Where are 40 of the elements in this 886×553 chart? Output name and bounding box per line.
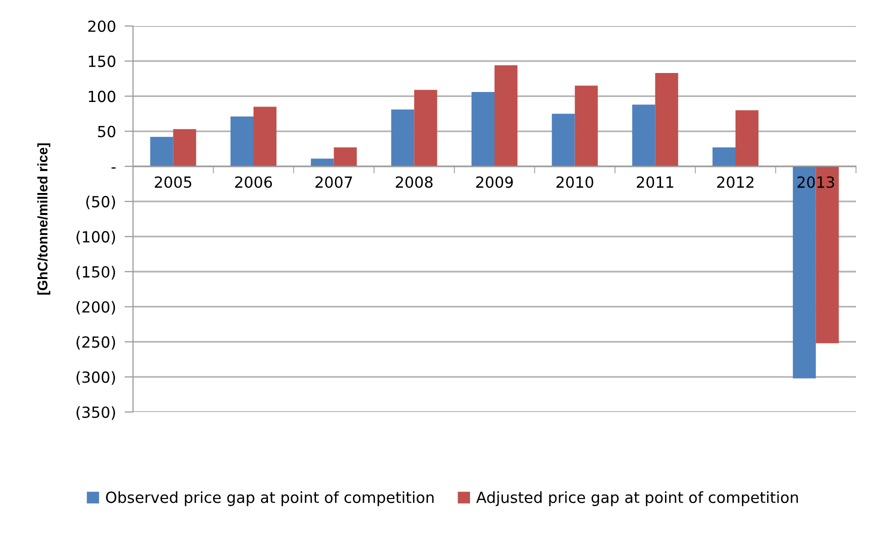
x-tick-label: 2008	[396, 176, 433, 188]
bar	[414, 90, 438, 166]
bar	[173, 129, 196, 166]
bar	[574, 86, 598, 166]
bar	[230, 116, 254, 166]
y-tick-label: 50	[98, 126, 116, 138]
x-tick-label: 2011	[636, 176, 674, 188]
y-tick-label: 150	[88, 56, 116, 68]
y-tick-label: (200)	[76, 300, 116, 315]
x-tick-label: 2013	[798, 176, 834, 188]
bar	[712, 147, 736, 166]
bar	[254, 106, 276, 166]
bar	[655, 73, 678, 166]
y-tick-label: 100	[88, 90, 116, 102]
legend-label: Adjusted price gap at point of competition	[476, 491, 798, 506]
bar	[552, 114, 575, 166]
bar	[494, 65, 518, 166]
x-tick-label: 2007	[316, 176, 352, 188]
bar	[334, 147, 357, 166]
y-tick-label: (300)	[76, 371, 116, 385]
legend-label: Observed price gap at point of competition	[106, 491, 434, 506]
x-tick-label: 2012	[717, 176, 754, 188]
y-tick-label: (50)	[86, 196, 116, 210]
y-tick-label: (100)	[76, 230, 116, 244]
x-tick-label: 2009	[476, 176, 513, 188]
x-tick-label: 2005	[154, 176, 192, 188]
bar	[391, 110, 414, 166]
y-tick-label: -	[112, 167, 116, 169]
bar	[472, 92, 494, 166]
y-tick-label: 200	[88, 20, 116, 32]
x-tick-label: 2010	[556, 176, 594, 188]
bar	[736, 110, 758, 166]
bar	[632, 104, 656, 166]
y-tick-label: (150)	[76, 266, 116, 280]
y-axis-title: [GhC/tonne/milled rice]	[37, 143, 50, 295]
bar	[150, 136, 174, 166]
y-tick-label: (350)	[76, 406, 116, 420]
y-tick-label: (250)	[76, 336, 116, 350]
bar	[310, 158, 334, 166]
x-tick-label: 2006	[235, 176, 272, 188]
